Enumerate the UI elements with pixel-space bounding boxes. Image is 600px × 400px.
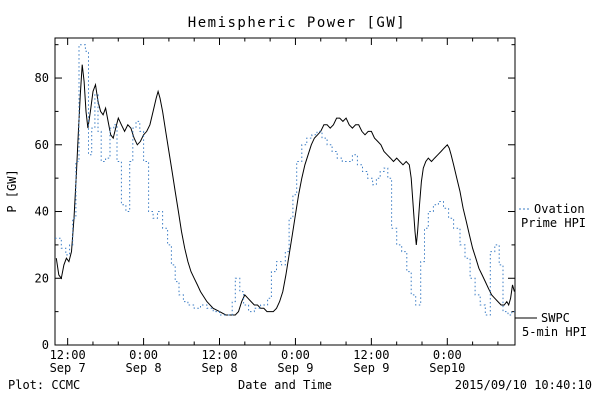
series-swpc [55, 64, 515, 316]
x-tick-time-label: 0:00 [129, 348, 158, 362]
x-tick-date-label: Sep 8 [201, 361, 237, 375]
axes-frame [54, 37, 516, 346]
y-tick-label: 80 [35, 71, 49, 85]
x-tick-date-label: Sep10 [429, 361, 465, 375]
x-tick-date-label: Sep 7 [50, 361, 86, 375]
x-tick-time-label: 12:00 [353, 348, 389, 362]
legend-ovation-label-2: Prime HPI [521, 216, 586, 230]
x-tick-date-label: Sep 9 [353, 361, 389, 375]
plot-source: Plot: CCMC [8, 378, 80, 392]
x-tick-time-label: 0:00 [281, 348, 310, 362]
y-tick-label: 20 [35, 271, 49, 285]
x-axis-label: Date and Time [238, 378, 332, 392]
x-tick-time-label: 0:00 [433, 348, 462, 362]
x-tick-date-label: Sep 9 [277, 361, 313, 375]
legend-swpc-label-2: 5-min HPI [522, 325, 587, 339]
chart-title: Hemispheric Power [GW] [188, 15, 406, 31]
x-tick-time-label: 12:00 [50, 348, 86, 362]
y-tick-label: 0 [42, 338, 49, 352]
series-ovation [55, 44, 515, 316]
x-tick-date-label: Sep 8 [126, 361, 162, 375]
x-tick-time-label: 12:00 [201, 348, 237, 362]
timestamp: 2015/09/10 10:40:10 [455, 378, 592, 392]
y-axis-label: P [GW] [5, 169, 19, 212]
y-tick-label: 60 [35, 138, 49, 152]
y-tick-label: 40 [35, 205, 49, 219]
legend-swpc-label-1: SWPC [541, 311, 570, 325]
legend-ovation-label-1: Ovation [534, 202, 585, 216]
